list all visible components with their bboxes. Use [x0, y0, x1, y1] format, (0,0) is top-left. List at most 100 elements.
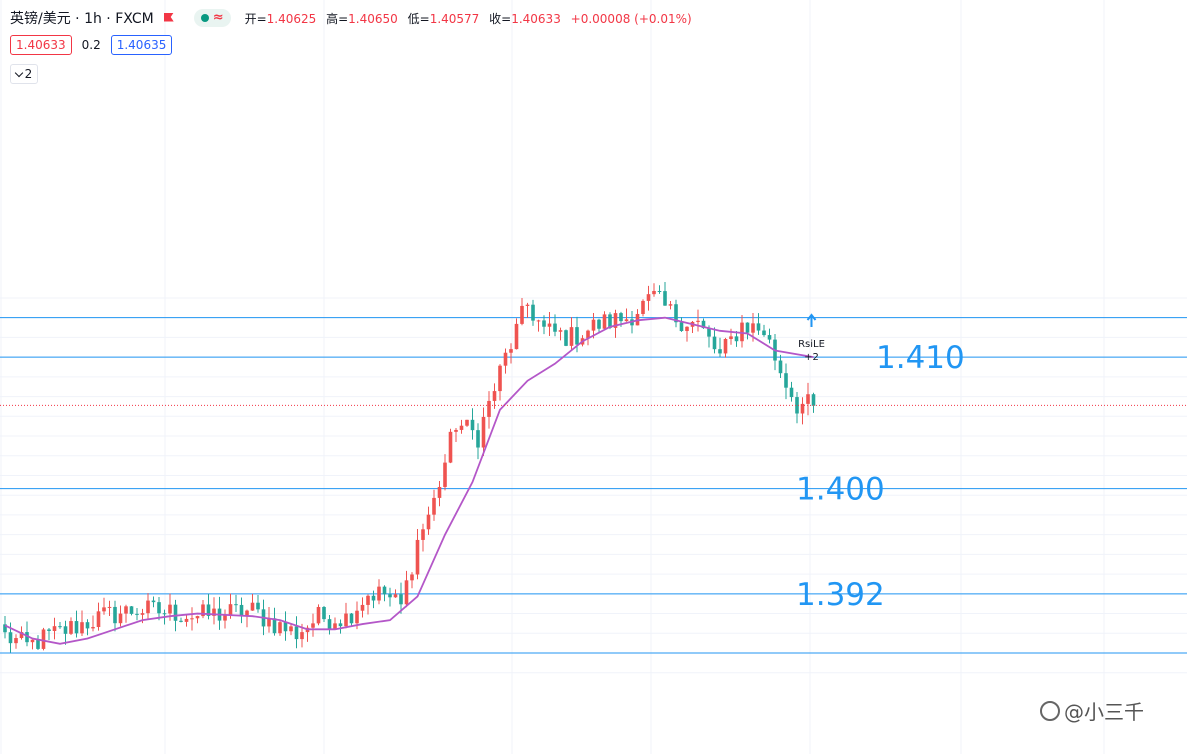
candle-body: [712, 336, 717, 350]
candle-body: [465, 419, 469, 426]
candle-body: [399, 594, 403, 605]
candle-body: [503, 352, 508, 366]
candle-body: [327, 619, 332, 629]
candle-body: [608, 314, 612, 328]
level-label: 1.400: [796, 472, 885, 508]
candle-body: [355, 610, 359, 624]
candle-body: [58, 626, 62, 628]
candle-body: [393, 594, 398, 598]
watermark: @小三千: [1040, 696, 1144, 725]
candle-body: [591, 319, 596, 331]
candle-body: [256, 602, 260, 610]
candle-body: [300, 632, 304, 640]
candle-body: [481, 416, 486, 448]
candle-body: [113, 606, 117, 624]
candle-body: [663, 291, 667, 306]
quote-bar: 1.40633 0.2 1.40635: [10, 35, 173, 55]
candle-body: [762, 330, 766, 336]
ohlc-readout: 开=1.40625 高=1.40650 低=1.40577 收=1.40633 …: [244, 11, 692, 26]
candle-body: [344, 613, 348, 627]
candle-body: [701, 320, 706, 329]
candle-body: [624, 319, 629, 322]
candle-body: [47, 629, 51, 631]
signal-qty: +2: [804, 352, 819, 363]
candle-body: [729, 336, 733, 340]
candle-body: [107, 606, 112, 608]
candle-body: [129, 606, 134, 614]
candle-body: [267, 618, 271, 627]
candle-body: [553, 323, 557, 332]
candle-body: [685, 326, 689, 332]
high-value: 1.40650: [348, 11, 398, 26]
candle-body: [377, 586, 381, 601]
market-status-pill[interactable]: ≈: [193, 9, 231, 27]
candle-body: [184, 618, 189, 622]
candle-body: [190, 618, 194, 620]
candle-body: [718, 349, 722, 354]
candle-body: [520, 305, 524, 324]
candle-body: [294, 626, 299, 640]
candle-body: [443, 462, 447, 487]
candle-body: [8, 632, 13, 644]
candle-body: [316, 606, 321, 624]
sell-price-button[interactable]: 1.40633: [10, 35, 72, 55]
candle-body: [223, 615, 227, 621]
candle-body: [179, 620, 183, 622]
candle-body: [91, 627, 95, 629]
candle-body: [289, 626, 293, 632]
chevron-down-icon: [14, 68, 23, 77]
change-value: +0.00008 (+0.01%): [570, 11, 692, 26]
market-open-dot-icon: [200, 14, 209, 22]
candle-body: [707, 328, 711, 337]
flag-icon: [164, 13, 174, 24]
candle-body: [52, 626, 57, 631]
candle-body: [536, 320, 541, 322]
candle-body: [30, 639, 35, 643]
candle-body: [157, 602, 161, 614]
candle-body: [25, 632, 29, 643]
candle-body: [432, 497, 436, 515]
candle-body: [322, 606, 326, 620]
candle-body: [498, 365, 502, 392]
candle-body: [492, 391, 497, 401]
spread-value: 0.2: [81, 38, 101, 52]
candle-body: [283, 622, 288, 632]
candle-body: [63, 626, 68, 634]
candle-body: [212, 608, 216, 616]
candle-body: [206, 604, 211, 616]
candle-body: [800, 403, 805, 414]
candle-body: [723, 339, 728, 354]
candle-body: [151, 600, 156, 603]
close-value: 1.40633: [511, 11, 561, 26]
symbol-title[interactable]: 英镑/美元 · 1h · FXCM: [10, 11, 154, 27]
candle-body: [135, 613, 139, 615]
candle-body: [14, 638, 18, 644]
candle-body: [734, 336, 739, 342]
candle-body: [564, 330, 568, 346]
candle-body: [102, 607, 106, 612]
candle-body: [575, 327, 579, 345]
candle-body: [459, 425, 464, 430]
moving-average-line: [4, 316, 814, 645]
candle-body: [69, 621, 73, 634]
candle-body: [278, 622, 282, 634]
candle-body: [652, 290, 656, 295]
candle-body: [118, 613, 123, 624]
weibo-logo-icon: [1040, 700, 1060, 721]
candle-body: [415, 539, 420, 575]
buy-price-button[interactable]: 1.40635: [110, 35, 173, 55]
candle-body: [448, 431, 453, 463]
candle-body: [525, 304, 530, 306]
candle-body: [509, 349, 513, 353]
candle-body: [371, 595, 376, 601]
candle-body: [745, 322, 750, 333]
level-label: 1.410: [876, 340, 965, 376]
candle-body: [767, 335, 772, 340]
candle-body: [366, 595, 370, 605]
candle-body: [228, 604, 233, 616]
indicators-toggle-button[interactable]: 2: [10, 64, 38, 84]
candle-body: [586, 330, 590, 339]
rsi-signal-marker: RsiLE +2: [798, 313, 825, 363]
candle-body: [547, 323, 552, 327]
